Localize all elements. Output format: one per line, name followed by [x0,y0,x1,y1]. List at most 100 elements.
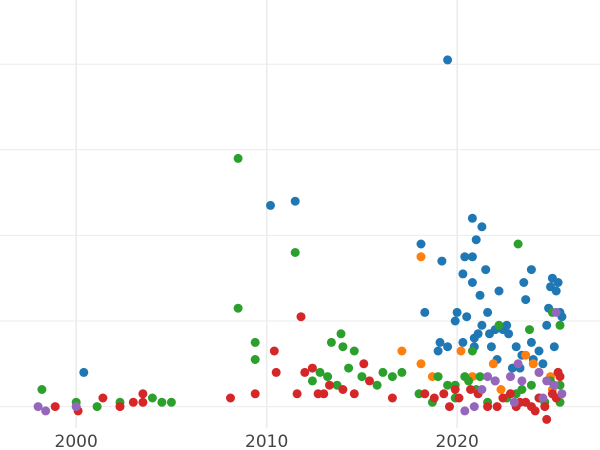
point-green-34 [467,346,477,356]
point-purple-6 [483,372,493,382]
point-blue-0 [79,367,89,377]
point-green-5 [157,397,167,407]
point-red-13 [300,367,310,377]
x-tick-label-2010: 2010 [245,432,288,450]
point-red-16 [319,389,329,399]
point-blue-41 [521,295,531,305]
point-green-53 [555,320,565,330]
point-orange-7 [496,385,506,394]
point-blue-25 [477,320,487,330]
point-orange-1 [416,252,426,262]
point-green-39 [494,320,504,330]
point-red-22 [387,393,397,403]
point-green-6 [166,397,176,407]
point-blue-13 [458,269,468,279]
point-red-41 [540,402,550,412]
point-red-2 [98,393,108,403]
point-blue-34 [502,320,512,330]
point-green-45 [525,325,534,335]
point-green-21 [357,372,367,382]
point-blue-16 [467,213,477,223]
point-green-14 [323,372,333,382]
point-blue-26 [481,265,491,275]
point-red-0 [50,402,60,412]
point-red-25 [439,389,449,399]
series-red [50,312,565,424]
point-red-7 [226,393,235,403]
point-blue-21 [471,235,481,245]
point-red-29 [466,385,475,394]
point-purple-5 [477,385,487,394]
point-red-5 [138,389,148,399]
point-green-33 [464,376,474,386]
point-green-22 [372,380,382,390]
point-blue-45 [534,346,544,356]
point-blue-6 [435,337,445,347]
point-red-18 [338,385,348,394]
point-blue-27 [483,307,493,317]
x-axis-ticks: 2000 2010 2020 [55,432,479,450]
point-blue-43 [526,337,536,347]
point-red-20 [359,359,369,369]
point-red-11 [292,389,302,399]
point-red-19 [349,389,359,399]
point-red-10 [271,367,281,377]
point-purple-7 [490,376,500,386]
point-blue-12 [458,337,468,347]
point-green-43 [513,239,523,249]
point-blue-32 [494,286,504,296]
point-green-25 [397,367,407,377]
point-blue-53 [553,278,563,287]
point-blue-51 [549,342,559,352]
point-blue-5 [433,346,443,356]
point-orange-0 [397,346,407,356]
point-green-17 [336,329,346,339]
point-green-46 [526,380,536,390]
point-green-28 [433,372,443,382]
series-blue [79,55,567,377]
point-blue-15 [462,312,472,322]
point-purple-14 [549,380,559,390]
point-blue-29 [486,342,496,352]
point-orange-9 [528,359,538,369]
point-blue-40 [519,278,529,287]
grid-layer [0,0,600,428]
point-blue-52 [551,286,561,296]
point-blue-47 [542,320,552,330]
point-blue-24 [477,222,487,232]
point-green-9 [250,355,260,364]
point-blue-10 [450,316,460,326]
point-green-10 [250,337,260,347]
point-purple-10 [517,376,527,386]
point-blue-9 [443,342,453,352]
point-blue-35 [504,329,514,339]
point-purple-2 [71,402,81,412]
point-green-8 [233,153,243,163]
point-red-23 [420,389,430,399]
point-red-17 [325,380,334,390]
point-blue-46 [538,359,548,369]
point-red-34 [506,389,515,399]
point-blue-4 [420,307,430,317]
point-green-36 [475,372,485,382]
point-red-33 [498,393,508,403]
point-blue-17 [467,252,477,262]
point-purple-15 [557,389,567,399]
point-red-12 [296,312,306,322]
point-blue-14 [460,252,470,262]
point-green-13 [315,367,325,377]
point-green-12 [307,376,317,386]
series-purple [33,307,567,416]
point-red-31 [483,402,493,412]
point-blue-2 [290,196,300,206]
point-red-42 [542,414,552,424]
point-green-44 [517,385,527,394]
point-red-8 [250,389,260,399]
point-orange-8 [521,350,531,360]
point-purple-1 [41,406,51,416]
point-green-0 [37,385,47,394]
point-blue-3 [416,239,426,249]
point-red-28 [454,393,464,403]
